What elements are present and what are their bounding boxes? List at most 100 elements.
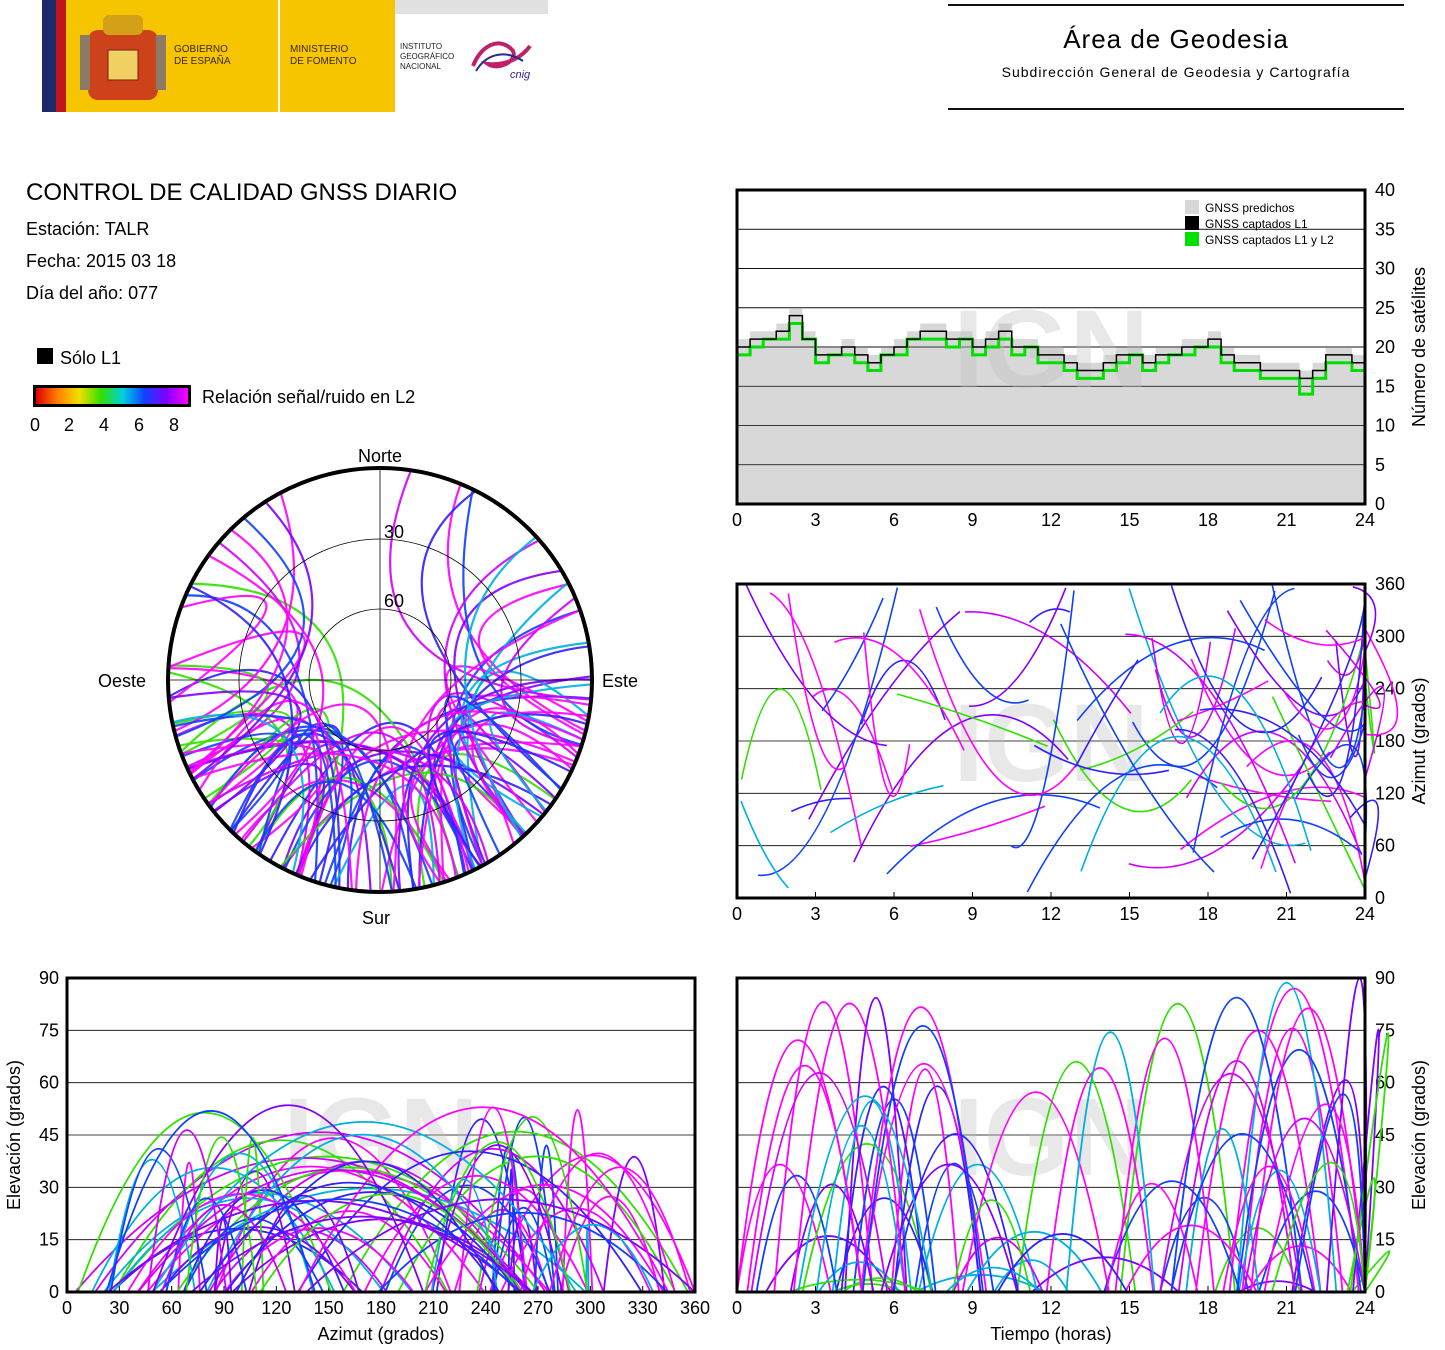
elevation-time-track (1103, 1180, 1241, 1293)
skyplot-track (420, 490, 563, 790)
snr-tick-8: 8 (169, 415, 180, 435)
azimuth-track (863, 632, 911, 797)
elevation-azimuth-track (363, 1175, 589, 1293)
azimuth-track (1226, 610, 1366, 717)
skyplot-track (189, 528, 289, 775)
elevation-time-track (861, 1024, 984, 1293)
plot-frame (735, 188, 1367, 506)
elevation-time-track (840, 1085, 926, 1293)
x-tick-label: 3 (810, 1298, 820, 1318)
y-tick-label: 40 (1375, 180, 1395, 200)
skyplot-track (309, 713, 588, 881)
y-tick-label: 15 (39, 1230, 59, 1250)
azimuth-track (1026, 764, 1218, 893)
azimuth-track (1198, 776, 1332, 803)
x-tick-label: 360 (680, 1298, 710, 1318)
azimuth-track (1154, 628, 1237, 738)
elevation-azimuth-track (165, 1152, 314, 1293)
azimuth-track (1170, 585, 1323, 734)
instituto-label-1: INSTITUTO (400, 42, 443, 51)
x-tick-label: 0 (732, 510, 742, 530)
elevation-time-track (1222, 1165, 1316, 1293)
azimuth-track (896, 693, 1048, 748)
x-tick-label: 6 (889, 510, 899, 530)
x-tick-label: 12 (1041, 510, 1061, 530)
snr-tick-6: 6 (134, 415, 145, 435)
elevation-time-track (1271, 1161, 1366, 1293)
flag-stripe-blue (42, 0, 56, 112)
elevation-time-track (914, 1162, 995, 1293)
azimuth-track (1329, 685, 1386, 779)
elevation-time-track (815, 1124, 907, 1293)
header-rule-bottom (948, 108, 1404, 110)
elevation-azimuth-track (507, 1168, 516, 1293)
elevation-time-track (755, 1174, 838, 1293)
snr-tick-4: 4 (99, 415, 110, 435)
plot-frame (65, 976, 697, 1294)
elevation-time-track (993, 1259, 1070, 1293)
skyplot-track (397, 678, 593, 892)
azimuth-track (1185, 730, 1363, 856)
elevation-azimuth-track (126, 1192, 357, 1293)
azimuth-track (1029, 608, 1071, 623)
elevation-time-track (952, 1236, 1044, 1293)
azimuth-track (1239, 600, 1366, 732)
azimuth-track (740, 800, 789, 889)
azimuth-time-chart: 0 60 120 180 240 300 360 0 3 6 9 12 15 18 21 24 Azimut (… (732, 574, 1429, 920)
azimuth-track (758, 587, 899, 877)
y-tick-label: 20 (1375, 337, 1395, 357)
skyplot-track (168, 669, 341, 889)
azimuth-track (1251, 600, 1366, 860)
skyplot-track (175, 516, 306, 738)
skyplot-track (296, 725, 470, 876)
azimuth-track (769, 592, 863, 849)
skyplot-track (257, 722, 394, 892)
elevation-azimuth-track (159, 1226, 356, 1293)
legend-label: GNSS predichos (1205, 201, 1294, 215)
azimuth-track (969, 587, 1067, 708)
area-subtitle: Subdirección General de Geodesia y Carto… (1001, 64, 1351, 80)
y-tick-label: 0 (49, 1282, 59, 1302)
y-tick-label: 60 (1375, 836, 1395, 856)
gobierno-label-1: GOBIERNO (174, 44, 228, 55)
skyplot-ring-30-label: 30 (384, 522, 404, 542)
elevation-azimuth-track (476, 1116, 589, 1293)
x-tick-label: 60 (162, 1298, 182, 1318)
skyplot-track (189, 585, 294, 856)
azimuth-track (1264, 619, 1366, 646)
ministerio-label-1: MINISTERIO (290, 44, 349, 55)
y-tick-label: 15 (1375, 376, 1395, 396)
skyplot-track (443, 539, 540, 837)
elevation-azimuth-track (534, 1144, 559, 1293)
skyplot-track (242, 731, 441, 884)
skyplot-track (229, 733, 337, 888)
skyplot-track (168, 690, 302, 813)
y-tick-label: 5 (1375, 455, 1385, 475)
elevation-time-track (951, 1199, 1032, 1293)
elevation-azimuth-track (225, 1191, 519, 1293)
azimuth-track (1080, 735, 1277, 873)
azimuth-track (745, 584, 887, 747)
x-tick-label: 15 (1119, 1298, 1139, 1318)
azimuth-track (1076, 636, 1265, 722)
elevation-azimuth-track (492, 1206, 555, 1293)
skyplot-track (445, 665, 589, 823)
skyplot-track (489, 711, 584, 812)
elevation-time-track (801, 1143, 933, 1293)
skyplot-north-label: Norte (358, 446, 402, 466)
x-tick-label: 6 (889, 904, 899, 920)
azimuth-track (1325, 629, 1381, 710)
legend-label: GNSS captados L1 (1205, 217, 1308, 231)
x-tick-label: 21 (1276, 904, 1296, 920)
x-tick-label: 12 (1041, 904, 1061, 920)
elevation-time-track (997, 1233, 1128, 1293)
series-l1-line (737, 314, 1366, 380)
legend-swatch (1185, 216, 1199, 230)
elevation-azimuth-track (561, 1109, 594, 1293)
elevation-time-track (750, 1072, 889, 1293)
x-tick-label: 9 (967, 904, 977, 920)
elevation-time-track (1114, 1037, 1215, 1293)
y-tick-label: 90 (39, 968, 59, 988)
elevation-time-track (1346, 1177, 1376, 1293)
snr-colorbar (33, 385, 191, 407)
